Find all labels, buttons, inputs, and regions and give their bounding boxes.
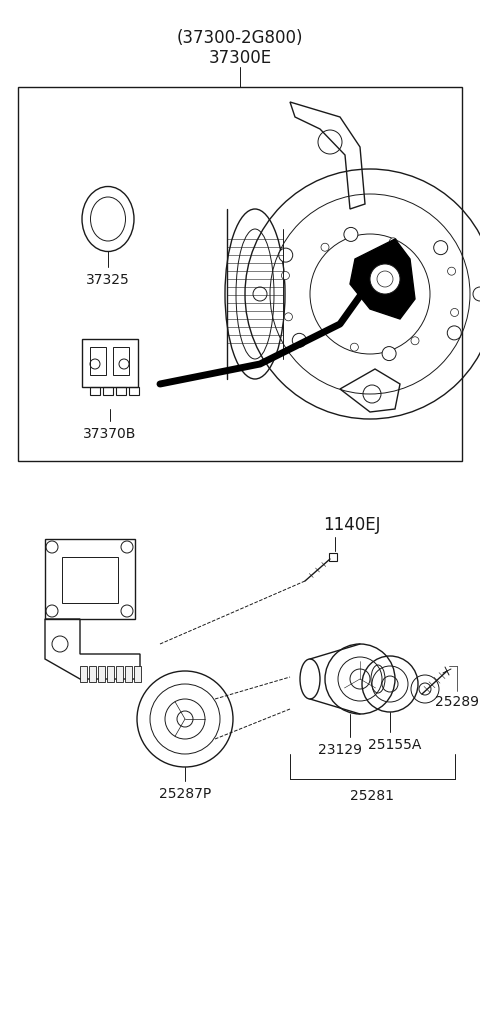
Bar (134, 666, 141, 682)
Circle shape (377, 272, 393, 288)
Bar (103, 387, 113, 395)
Circle shape (447, 268, 456, 276)
Bar (90, 387, 100, 395)
Bar (62, 557, 118, 604)
Bar (18, 88, 462, 462)
Circle shape (292, 334, 306, 348)
Bar (89, 666, 96, 682)
Text: 37370B: 37370B (84, 427, 137, 441)
Text: 37300E: 37300E (208, 49, 272, 67)
Circle shape (447, 327, 461, 341)
Circle shape (473, 288, 480, 301)
Bar (80, 666, 87, 682)
Circle shape (253, 288, 267, 301)
Circle shape (411, 338, 419, 346)
Text: 23129: 23129 (318, 742, 362, 756)
Bar (98, 666, 105, 682)
Circle shape (370, 265, 400, 295)
Circle shape (350, 344, 359, 352)
Bar (113, 348, 129, 376)
Circle shape (281, 272, 289, 280)
Bar (116, 666, 123, 682)
Bar (90, 348, 106, 376)
Text: 25289: 25289 (435, 695, 479, 709)
Text: 25155A: 25155A (368, 737, 422, 751)
Circle shape (285, 313, 292, 321)
Circle shape (389, 239, 397, 247)
Polygon shape (350, 240, 415, 319)
Bar (107, 666, 114, 682)
Circle shape (382, 347, 396, 361)
Bar (125, 666, 132, 682)
Circle shape (434, 242, 448, 256)
Text: 25287P: 25287P (159, 787, 211, 801)
Circle shape (344, 228, 358, 243)
Circle shape (451, 309, 458, 317)
Text: 37325: 37325 (86, 273, 130, 287)
Text: 1140EJ: 1140EJ (323, 516, 381, 534)
Bar (45, 540, 135, 620)
Bar (329, 553, 337, 561)
Bar (129, 387, 139, 395)
Bar (82, 340, 138, 387)
Bar (116, 387, 126, 395)
Circle shape (279, 249, 293, 263)
Text: (37300-2G800): (37300-2G800) (177, 29, 303, 47)
Circle shape (321, 244, 329, 252)
Text: 25281: 25281 (350, 789, 394, 802)
